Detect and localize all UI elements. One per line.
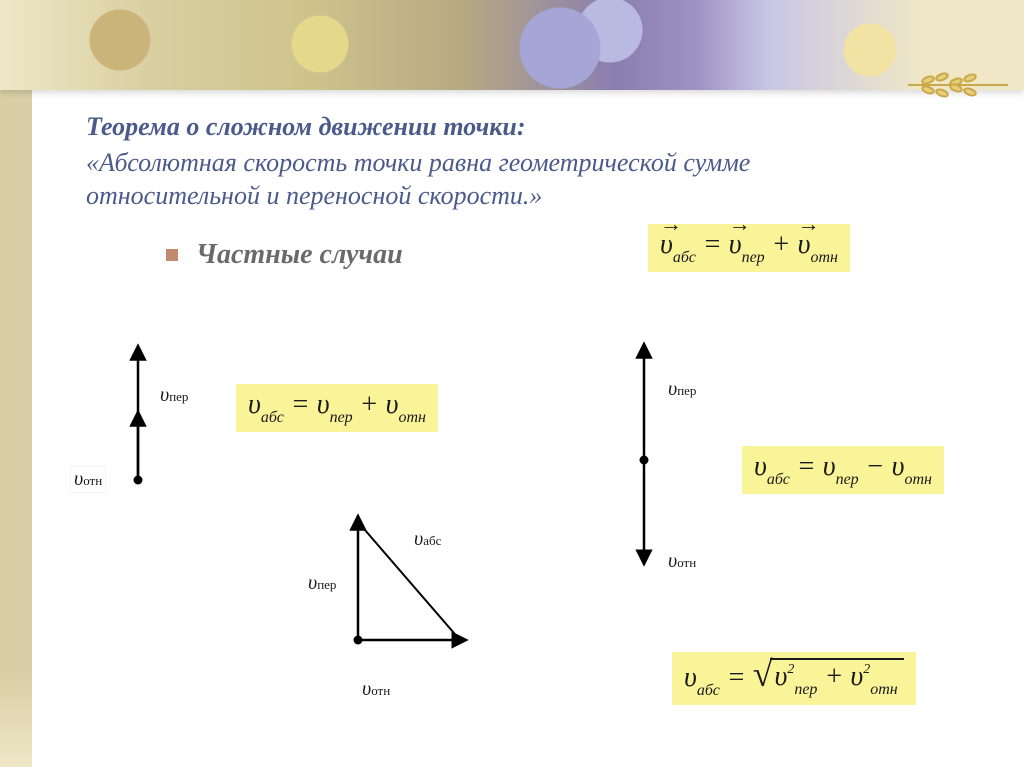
label-v-per-2: υпер [668, 378, 696, 401]
bullet-square-icon [166, 249, 178, 261]
diagram-parallel-same [100, 340, 180, 500]
theorem-title: Теорема о сложном движении точки: [86, 112, 986, 142]
label-v-abs-3: υабс [414, 528, 441, 551]
diagram-opposite [610, 340, 690, 580]
formula-scalar-diff: υабс = υпер − υотн [742, 446, 944, 494]
formula-pythagoras: υабс = √ υ2пер + υ2отн [672, 652, 916, 705]
left-decor-strip [0, 0, 32, 767]
diagram-perpendicular [320, 510, 500, 670]
section-heading-row: Частные случаи [166, 239, 986, 271]
formula-vector-sum: υабс = υпер + υотн [648, 224, 850, 272]
content-area: Теорема о сложном движении точки: «Абсол… [86, 112, 986, 289]
label-v-otn-2: υотн [668, 550, 696, 573]
theorem-body: «Абсолютная скорость точки равна геометр… [86, 146, 866, 213]
wheat-icon [908, 60, 1018, 110]
label-v-otn-1: υотн [70, 466, 106, 493]
formula-scalar-sum: υабс = υпер + υотн [236, 384, 438, 432]
label-v-per-3: υпер [308, 572, 336, 595]
slide-page: Теорема о сложном движении точки: «Абсол… [0, 0, 1024, 767]
top-floral-band [0, 0, 1024, 90]
label-v-otn-3: υотн [362, 678, 390, 701]
label-v-per-1: υпер [160, 384, 188, 407]
section-heading: Частные случаи [196, 239, 403, 271]
